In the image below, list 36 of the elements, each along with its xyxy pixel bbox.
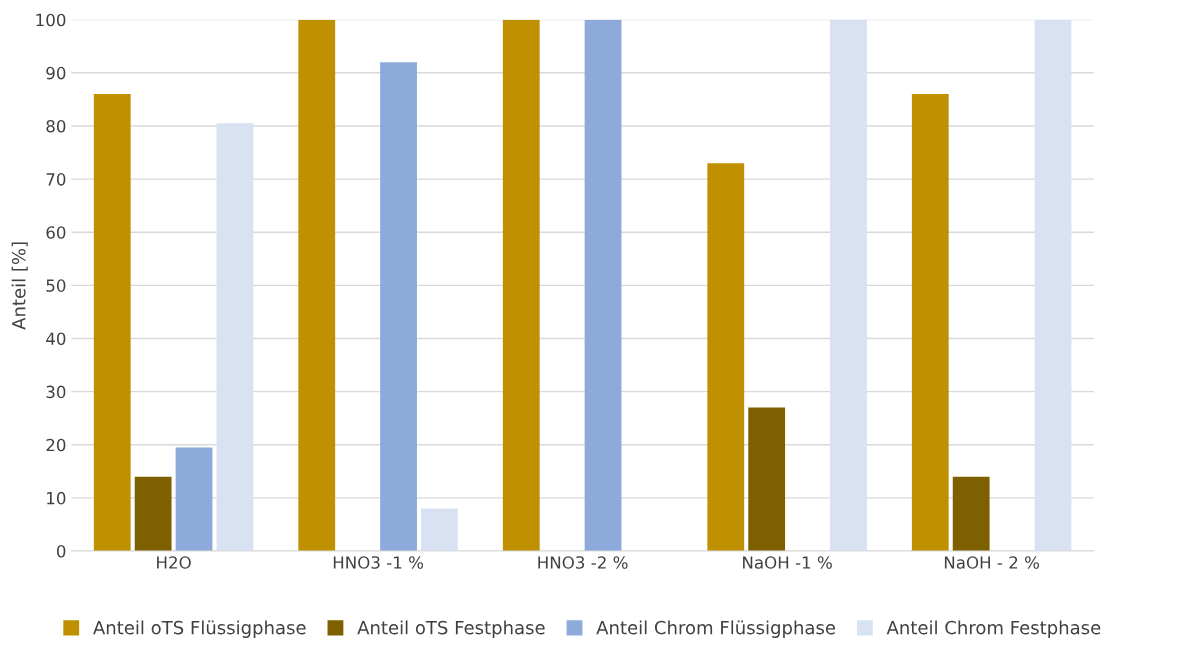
bar bbox=[502, 19, 540, 552]
y-tick-label: 90 bbox=[46, 66, 66, 80]
bar bbox=[380, 62, 417, 552]
legend-label: Anteil oTS Flüssigphase bbox=[93, 620, 306, 638]
x-tick-label: HNO3 -1 % bbox=[333, 556, 424, 569]
x-tick-label: NaOH - 2 % bbox=[944, 556, 1040, 569]
y-tick-label: 30 bbox=[46, 385, 66, 399]
bar bbox=[298, 19, 336, 552]
bar bbox=[93, 94, 131, 552]
bar bbox=[830, 19, 867, 552]
y-tick-label: 50 bbox=[46, 279, 66, 292]
legend-label: Anteil Chrom Flüssigphase bbox=[596, 620, 836, 638]
y-tick-label: 100 bbox=[36, 13, 66, 27]
y-tick-label: 60 bbox=[46, 226, 66, 239]
x-tick-label: H2O bbox=[157, 556, 191, 569]
bar bbox=[584, 19, 622, 552]
bar bbox=[216, 123, 254, 552]
bar bbox=[911, 94, 949, 552]
bar bbox=[134, 476, 172, 552]
y-tick-label: 0 bbox=[56, 545, 66, 558]
y-tick-label: 10 bbox=[47, 491, 66, 505]
x-tick-label: NaOH -1 % bbox=[743, 556, 832, 569]
y-axis-title: Anteil [%] bbox=[11, 242, 28, 330]
bar bbox=[952, 476, 990, 552]
y-tick-label: 20 bbox=[46, 438, 66, 452]
y-tick-label: 70 bbox=[46, 173, 66, 186]
bar bbox=[1034, 19, 1072, 552]
x-tick-label: HNO3 -2 % bbox=[538, 556, 628, 569]
bar bbox=[748, 407, 786, 552]
bar bbox=[421, 508, 458, 552]
legend-label: Anteil oTS Festphase bbox=[357, 620, 545, 638]
bar bbox=[707, 163, 745, 552]
legend-label: Anteil Chrom Festphase bbox=[886, 620, 1101, 638]
y-tick-label: 80 bbox=[46, 119, 66, 133]
y-tick-label: 40 bbox=[46, 332, 66, 346]
bar bbox=[175, 447, 213, 552]
